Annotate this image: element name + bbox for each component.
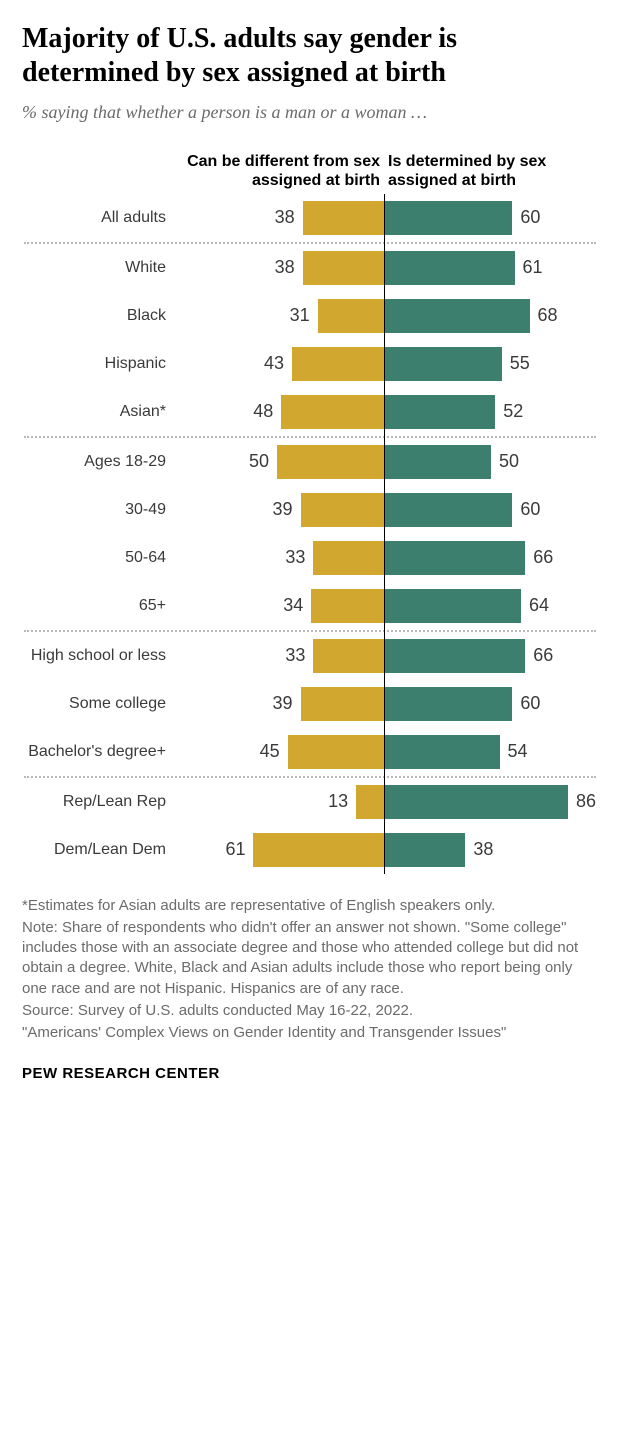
chart-row: 65+ 34 64 (22, 582, 598, 630)
chart-row: Black 31 68 (22, 292, 598, 340)
value-left: 31 (282, 305, 318, 326)
value-left: 45 (252, 741, 288, 762)
column-headers: Can be different from sex assigned at bi… (170, 152, 598, 194)
row-label: All adults (22, 209, 170, 227)
chart-row: 30-49 39 60 (22, 486, 598, 534)
bar-left (253, 833, 384, 867)
header-left: Can be different from sex assigned at bi… (184, 152, 384, 190)
bar-left (303, 201, 384, 235)
bar-left (318, 299, 384, 333)
chart-row: Some college 39 60 (22, 680, 598, 728)
bar-left (277, 445, 384, 479)
value-right: 54 (500, 741, 536, 762)
bar-right (384, 395, 495, 429)
chart-row: Bachelor's degree+ 45 54 (22, 728, 598, 776)
value-right: 38 (465, 839, 501, 860)
bar-right (384, 493, 512, 527)
bar-right (384, 201, 512, 235)
value-right: 60 (512, 207, 548, 228)
bar-left (281, 395, 384, 429)
value-left: 33 (277, 645, 313, 666)
value-right: 55 (502, 353, 538, 374)
bar-right (384, 347, 502, 381)
value-right: 66 (525, 645, 561, 666)
chart-row: Ages 18-29 50 50 (22, 438, 598, 486)
bar-left (301, 493, 384, 527)
value-right: 64 (521, 595, 557, 616)
chart-row: All adults 38 60 (22, 194, 598, 242)
bar-right (384, 299, 530, 333)
bar-left (288, 735, 384, 769)
row-label: High school or less (22, 647, 170, 665)
chart-row: White 38 61 (22, 244, 598, 292)
bar-left (356, 785, 384, 819)
bar-right (384, 735, 500, 769)
bar-right (384, 687, 512, 721)
bar-left (311, 589, 384, 623)
chart-row: Rep/Lean Rep1386 (22, 778, 598, 826)
footnote-line: *Estimates for Asian adults are represen… (22, 896, 598, 916)
value-left: 34 (275, 595, 311, 616)
row-label: Bachelor's degree+ (22, 743, 170, 761)
value-right: 52 (495, 401, 531, 422)
bar-right (384, 785, 568, 819)
bar-right (384, 833, 465, 867)
row-label: Black (22, 307, 170, 325)
row-label: Ages 18-29 (22, 453, 170, 471)
value-right: 86 (568, 791, 604, 812)
diverging-bar-chart: All adults 38 60 White 38 61 Black 31 68 Hispanic… (22, 194, 598, 874)
chart-row: High school or less 33 66 (22, 632, 598, 680)
value-left: 61 (217, 839, 253, 860)
row-label: Asian* (22, 403, 170, 421)
center-axis (384, 194, 385, 874)
bar-right (384, 251, 515, 285)
value-left: 50 (241, 451, 277, 472)
row-label: 30-49 (22, 501, 170, 519)
footnote-line: "Americans' Complex Views on Gender Iden… (22, 1023, 598, 1043)
row-label: 65+ (22, 597, 170, 615)
chart-title: Majority of U.S. adults say gender is de… (22, 22, 598, 89)
value-left: 38 (267, 257, 303, 278)
row-label: Dem/Lean Dem (22, 841, 170, 859)
value-right: 61 (515, 257, 551, 278)
row-label: Rep/Lean Rep (22, 793, 170, 811)
bar-right (384, 589, 521, 623)
bar-left (301, 687, 384, 721)
value-left: 33 (277, 547, 313, 568)
footnote-line: Note: Share of respondents who didn't of… (22, 918, 598, 999)
row-label: Hispanic (22, 355, 170, 373)
value-left: 13 (320, 791, 356, 812)
row-label: 50-64 (22, 549, 170, 567)
chart-row: Asian* 48 52 (22, 388, 598, 436)
bar-right (384, 639, 525, 673)
chart-subtitle: % saying that whether a person is a man … (22, 101, 598, 124)
bar-left (292, 347, 384, 381)
footnotes: *Estimates for Asian adults are represen… (22, 896, 598, 1044)
bar-left (313, 639, 384, 673)
value-left: 39 (265, 499, 301, 520)
value-left: 48 (245, 401, 281, 422)
value-left: 39 (265, 693, 301, 714)
bar-left (303, 251, 384, 285)
value-right: 66 (525, 547, 561, 568)
chart-row: Hispanic 43 55 (22, 340, 598, 388)
value-left: 43 (256, 353, 292, 374)
row-label: Some college (22, 695, 170, 713)
header-right: Is determined by sex assigned at birth (384, 152, 584, 190)
publisher-logo: PEW RESEARCH CENTER (22, 1065, 598, 1082)
footnote-line: Source: Survey of U.S. adults conducted … (22, 1001, 598, 1021)
bar-left (313, 541, 384, 575)
chart-row: 50-64 33 66 (22, 534, 598, 582)
bar-right (384, 445, 491, 479)
row-label: White (22, 259, 170, 277)
value-right: 60 (512, 693, 548, 714)
chart-row: Dem/Lean Dem 61 38 (22, 826, 598, 874)
value-right: 68 (530, 305, 566, 326)
bar-right (384, 541, 525, 575)
value-left: 38 (267, 207, 303, 228)
value-right: 60 (512, 499, 548, 520)
value-right: 50 (491, 451, 527, 472)
